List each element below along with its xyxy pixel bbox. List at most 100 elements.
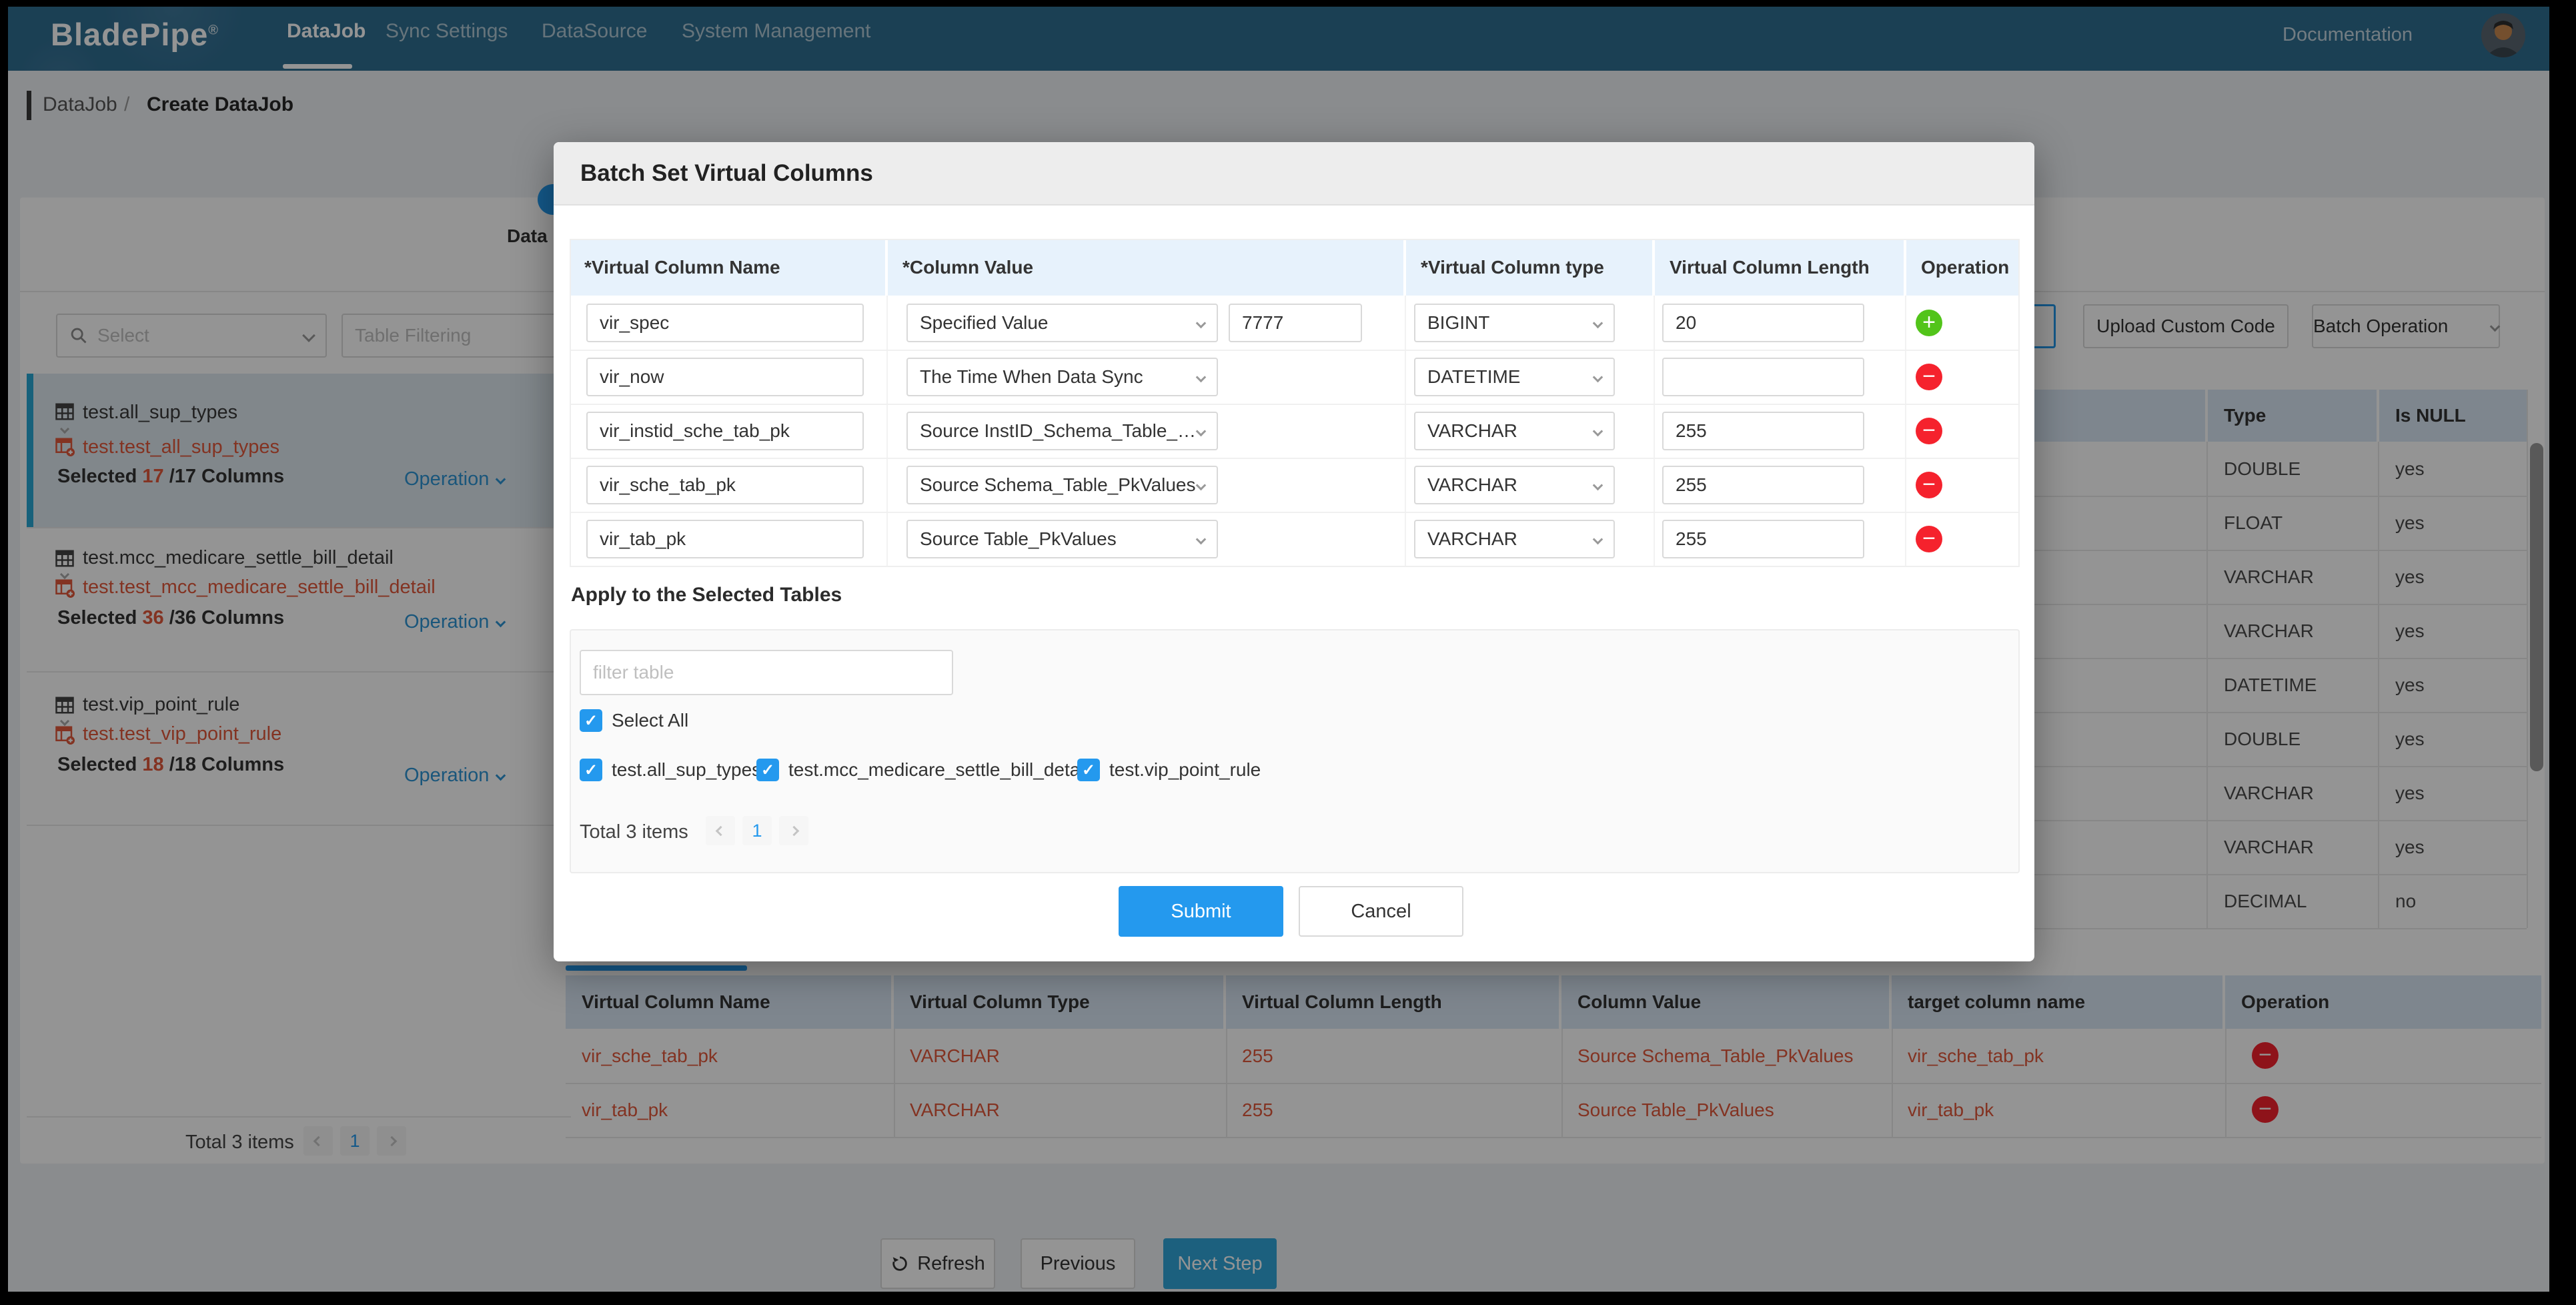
chevron-down-icon (1592, 426, 1603, 436)
nav-active-underline (283, 64, 352, 69)
apply-table-checkbox[interactable]: test.vip_point_rule (1077, 759, 1261, 781)
remove-virtual-column-button[interactable] (2252, 1042, 2279, 1069)
source-table-name[interactable]: test.all_sup_types (83, 402, 238, 423)
virtual-column-name-input[interactable] (586, 304, 864, 342)
table-operation-link[interactable]: Operation (404, 765, 506, 787)
column-select-dropdown[interactable]: Select (56, 314, 327, 358)
previous-button[interactable]: Previous (1021, 1238, 1135, 1289)
column-isnull-cell: yes (2395, 782, 2425, 803)
chevron-left-icon (715, 825, 726, 836)
breadcrumb-accent-bar (27, 91, 31, 120)
cancel-button[interactable]: Cancel (1299, 886, 1463, 937)
left-page-prev-button[interactable] (303, 1126, 333, 1156)
vtable-header: Column Value (1561, 975, 1889, 1029)
target-table-name[interactable]: test.test_all_sup_types (83, 436, 280, 458)
table-operation-link[interactable]: Operation (404, 611, 506, 633)
virtual-column-length-input[interactable] (1662, 520, 1864, 558)
modal-pagination-total: Total 3 items (580, 821, 688, 843)
virtual-column-type-select[interactable]: VARCHAR (1414, 466, 1615, 504)
virtual-column-type-select[interactable]: VARCHAR (1414, 412, 1615, 450)
select-all-checkbox-row[interactable]: Select All (580, 709, 688, 732)
remove-row-button[interactable] (1916, 526, 1942, 552)
vtable-cell-type: VARCHAR (910, 1045, 1000, 1066)
chevron-down-icon (1592, 372, 1603, 382)
column-value-select[interactable]: Specified Value (906, 304, 1218, 342)
add-row-button[interactable] (1916, 310, 1942, 336)
target-table-name[interactable]: test.test_vip_point_rule (83, 723, 282, 745)
vtable-header: Virtual Column Length (1226, 975, 1559, 1029)
source-table-name[interactable]: test.mcc_medicare_settle_bill_detail (83, 547, 394, 568)
submit-button[interactable]: Submit (1119, 886, 1283, 937)
modal-page-prev-button[interactable] (706, 816, 735, 845)
column-isnull-cell: yes (2395, 566, 2425, 587)
virtual-column-name-input[interactable] (586, 358, 864, 396)
virtual-column-name-input[interactable] (586, 466, 864, 504)
virtual-column-length-input[interactable] (1662, 412, 1864, 450)
apply-table-checkbox[interactable]: test.all_sup_types (580, 759, 761, 781)
modal-page-next-button[interactable] (779, 816, 808, 845)
vtable-header: Virtual Column Name (566, 975, 891, 1029)
breadcrumb-current: Create DataJob (147, 93, 294, 115)
breadcrumb-section[interactable]: DataJob (43, 93, 117, 115)
column-type-cell: VARCHAR (2224, 620, 2314, 641)
chevron-down-icon (1195, 480, 1207, 490)
column-type-cell: VARCHAR (2224, 836, 2314, 857)
remove-virtual-column-button[interactable] (2252, 1096, 2279, 1123)
remove-row-button[interactable] (1916, 418, 1942, 444)
chevron-down-icon (1592, 480, 1603, 490)
column-value-select[interactable]: Source Schema_Table_PkValues (906, 466, 1218, 504)
upload-custom-code-button[interactable]: Upload Custom Code (2083, 304, 2289, 348)
columns-table-header-type: Type (2208, 390, 2377, 442)
minus-icon (1916, 472, 1942, 498)
virtual-column-length-input[interactable] (1662, 466, 1864, 504)
remove-row-button[interactable] (1916, 364, 1942, 390)
batch-operation-button[interactable]: Batch Operation (2312, 304, 2501, 348)
vtable-cell-length: 255 (1242, 1045, 1273, 1066)
documentation-link[interactable]: Documentation (2283, 24, 2413, 45)
virtual-column-name-input[interactable] (586, 412, 864, 450)
checkbox-checked-icon (580, 759, 602, 781)
virtual-column-length-input[interactable] (1662, 304, 1864, 342)
target-table-icon (55, 579, 75, 598)
modal-col-header: Operation (1906, 239, 2020, 296)
apply-table-checkbox[interactable]: test.mcc_medicare_settle_bill_detail (756, 759, 1089, 781)
virtual-column-type-select[interactable]: DATETIME (1414, 358, 1615, 396)
specified-value-input[interactable] (1229, 304, 1362, 342)
top-navbar: BladePipe® DataJob Sync Settings DataSou… (0, 0, 2576, 71)
vtable-cell-type: VARCHAR (910, 1099, 1000, 1120)
column-select-placeholder: Select (97, 325, 149, 346)
column-value-select[interactable]: The Time When Data Sync (906, 358, 1218, 396)
modal-header (554, 142, 2034, 205)
search-icon (71, 328, 87, 344)
plus-icon (1916, 310, 1942, 336)
virtual-column-name-input[interactable] (586, 520, 864, 558)
checkbox-checked-icon (756, 759, 779, 781)
filter-table-input[interactable] (580, 650, 953, 695)
remove-row-button[interactable] (1916, 472, 1942, 498)
table-item-selected-bg[interactable] (27, 374, 571, 527)
nav-item-datajob[interactable]: DataJob (287, 20, 366, 42)
active-tab-underline (566, 965, 747, 971)
table-scrollbar[interactable] (2530, 443, 2543, 771)
user-avatar[interactable] (2481, 13, 2525, 57)
virtual-column-length-input[interactable] (1662, 358, 1864, 396)
left-page-next-button[interactable] (377, 1126, 406, 1156)
next-step-button[interactable]: Next Step (1163, 1238, 1277, 1289)
modal-page-number[interactable]: 1 (742, 816, 772, 845)
nav-item-datasource[interactable]: DataSource (542, 20, 648, 42)
minus-icon (2252, 1042, 2279, 1069)
column-value-select[interactable]: Source Table_PkValues (906, 520, 1218, 558)
column-value-select[interactable]: Source InstID_Schema_Table_Pk... (906, 412, 1218, 450)
virtual-column-type-select[interactable]: VARCHAR (1414, 520, 1615, 558)
table-operation-link[interactable]: Operation (404, 468, 506, 490)
left-page-number[interactable]: 1 (340, 1126, 370, 1156)
column-type-cell: DATETIME (2224, 674, 2317, 695)
chevron-down-icon (1195, 534, 1207, 544)
virtual-column-type-select[interactable]: BIGINT (1414, 304, 1615, 342)
source-table-name[interactable]: test.vip_point_rule (83, 694, 240, 715)
refresh-button[interactable]: Refresh (880, 1238, 995, 1289)
nav-item-system-management[interactable]: System Management (682, 20, 871, 42)
target-table-name[interactable]: test.test_mcc_medicare_settle_bill_detai… (83, 576, 436, 598)
nav-item-sync-settings[interactable]: Sync Settings (386, 20, 508, 42)
